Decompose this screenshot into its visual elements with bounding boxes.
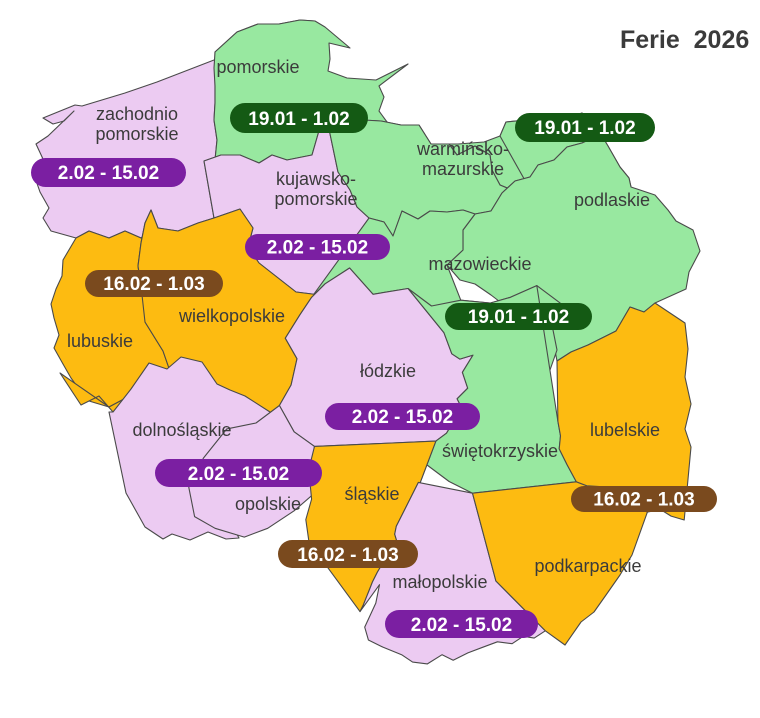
svg-text:zachodnio: zachodnio [96,104,178,124]
svg-text:podlaskie: podlaskie [574,190,650,210]
svg-text:mazowieckie: mazowieckie [428,254,531,274]
svg-text:świętokrzyskie: świętokrzyskie [442,441,558,461]
svg-text:pomorskie: pomorskie [95,124,178,144]
svg-text:pomorskie: pomorskie [216,57,299,77]
svg-text:dolnośląskie: dolnośląskie [132,420,231,440]
svg-text:małopolskie: małopolskie [392,572,487,592]
svg-text:lubuskie: lubuskie [67,331,133,351]
svg-text:podkarpackie: podkarpackie [534,556,641,576]
svg-text:śląskie: śląskie [344,484,399,504]
svg-text:wielkopolskie: wielkopolskie [178,306,285,326]
svg-text:opolskie: opolskie [235,494,301,514]
svg-text:kujawsko-: kujawsko- [276,169,356,189]
svg-text:warmińsko-: warmińsko- [416,139,509,159]
svg-text:lubelskie: lubelskie [590,420,660,440]
svg-text:łódzkie: łódzkie [360,361,416,381]
svg-text:mazurskie: mazurskie [422,159,504,179]
svg-text:pomorskie: pomorskie [274,189,357,209]
